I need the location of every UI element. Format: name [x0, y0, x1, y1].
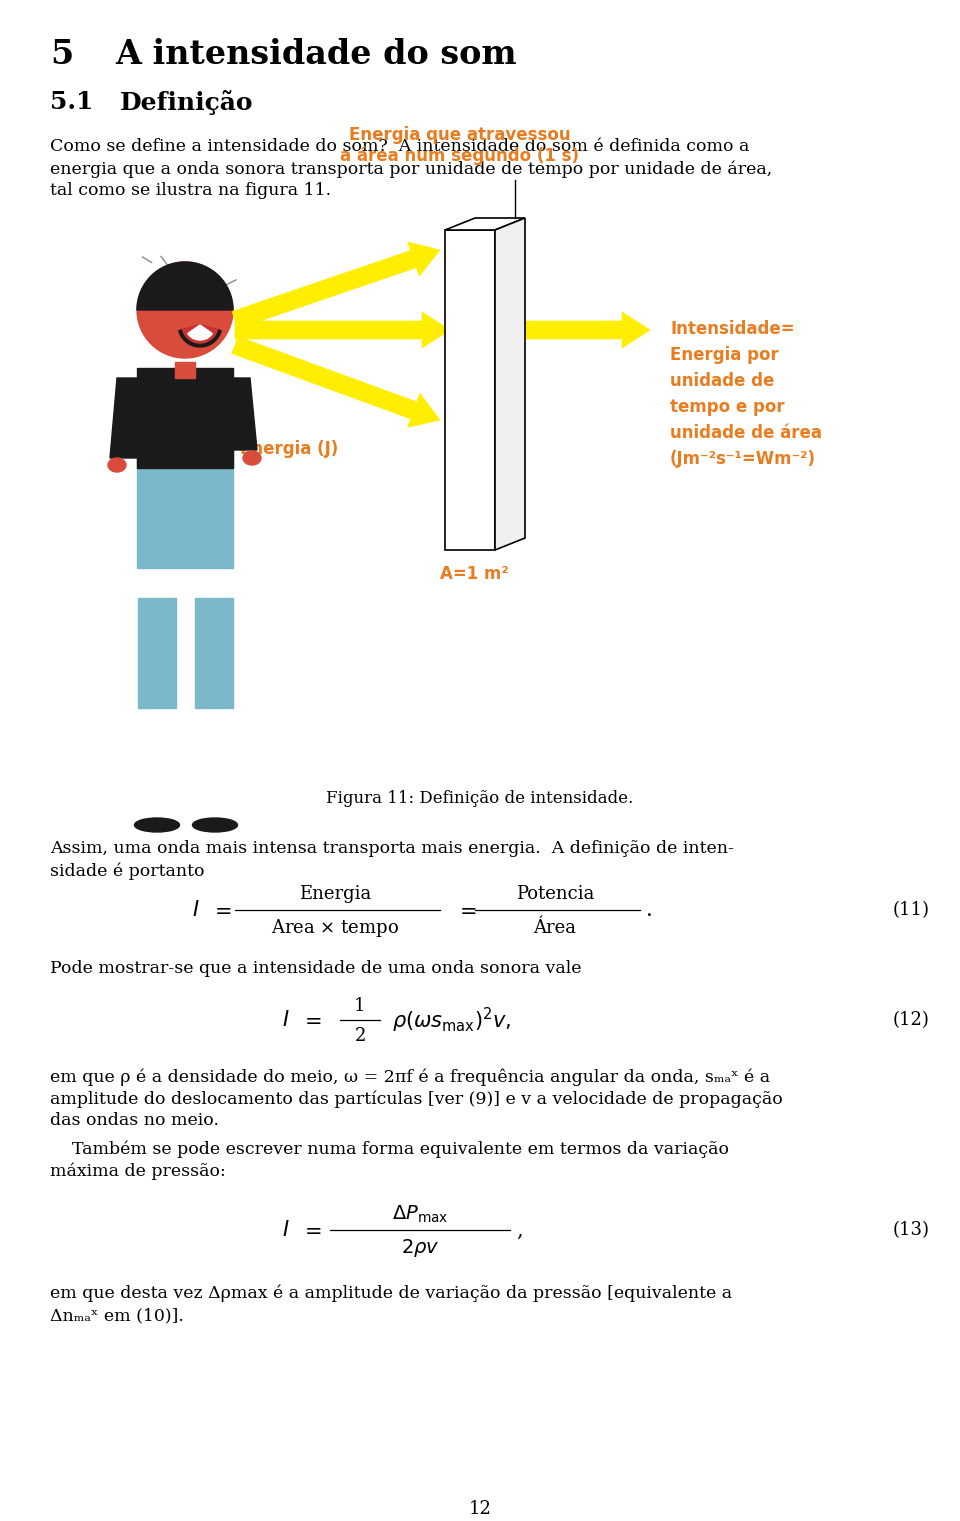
Text: Também se pode escrever numa forma equivalente em termos da variação: Também se pode escrever numa forma equiv…	[50, 1141, 729, 1157]
FancyArrow shape	[235, 312, 450, 348]
Text: $=$: $=$	[210, 900, 231, 920]
Text: Área: Área	[534, 919, 577, 937]
Bar	[195, 598, 233, 707]
Text: 1: 1	[354, 996, 366, 1015]
Text: (12): (12)	[893, 1011, 930, 1030]
Text: Energia por: Energia por	[670, 345, 779, 364]
Bar	[175, 362, 195, 379]
Text: tempo e por: tempo e por	[670, 399, 784, 417]
FancyArrow shape	[525, 312, 650, 348]
Text: Pode mostrar-se que a intensidade de uma onda sonora vale: Pode mostrar-se que a intensidade de uma…	[50, 960, 582, 976]
Text: Definição: Definição	[120, 90, 253, 116]
Text: energia que a onda sonora transporta por unidade de tempo por unidade de área,: energia que a onda sonora transporta por…	[50, 160, 772, 178]
Text: amplitude do deslocamento das partículas [ver (9)] e v a velocidade de propagaçã: amplitude do deslocamento das partículas…	[50, 1091, 782, 1107]
Text: (13): (13)	[893, 1221, 930, 1240]
Text: ,: ,	[516, 1220, 522, 1240]
Text: Energia que atravessou
a área num segundo (1 s): Energia que atravessou a área num segund…	[341, 126, 580, 164]
Text: A=1 m²: A=1 m²	[440, 564, 509, 583]
Ellipse shape	[168, 295, 178, 301]
Text: (Jm⁻²s⁻¹=Wm⁻²): (Jm⁻²s⁻¹=Wm⁻²)	[670, 450, 816, 468]
Text: unidade de área: unidade de área	[670, 424, 822, 443]
Text: Energia: Energia	[299, 885, 372, 903]
Text: $\rho(\omega s_{\mathrm{max}})^2 v,$: $\rho(\omega s_{\mathrm{max}})^2 v,$	[392, 1005, 512, 1034]
Ellipse shape	[193, 818, 237, 832]
Wedge shape	[179, 325, 221, 347]
Polygon shape	[445, 230, 495, 551]
Text: Figura 11: Definição de intensidade.: Figura 11: Definição de intensidade.	[326, 789, 634, 808]
Text: .: .	[646, 900, 653, 920]
Text: 2: 2	[354, 1027, 366, 1045]
Polygon shape	[233, 379, 257, 450]
Text: A intensidade do som: A intensidade do som	[115, 38, 516, 71]
Text: Potencia: Potencia	[516, 885, 594, 903]
Text: das ondas no meio.: das ondas no meio.	[50, 1112, 219, 1129]
Circle shape	[137, 262, 233, 357]
Text: $I$: $I$	[282, 1220, 290, 1240]
Wedge shape	[188, 325, 212, 341]
Text: unidade de: unidade de	[670, 373, 775, 389]
Text: $=$: $=$	[300, 1010, 322, 1030]
Text: Assim, uma onda mais intensa transporta mais energia.  A definição de inten-: Assim, uma onda mais intensa transporta …	[50, 840, 733, 856]
Bar	[137, 427, 233, 567]
Ellipse shape	[134, 818, 180, 832]
FancyArrow shape	[232, 336, 440, 427]
Text: Energia (J): Energia (J)	[240, 440, 338, 458]
Text: Intensidade=: Intensidade=	[670, 319, 795, 338]
Text: sidade é portanto: sidade é portanto	[50, 862, 204, 879]
FancyArrow shape	[232, 242, 440, 329]
Text: máxima de pressão:: máxima de pressão:	[50, 1162, 226, 1179]
Text: 12: 12	[468, 1500, 492, 1518]
Polygon shape	[445, 218, 525, 230]
Bar	[138, 598, 176, 707]
Polygon shape	[110, 379, 137, 458]
Ellipse shape	[108, 458, 126, 472]
Text: $=$: $=$	[455, 900, 476, 920]
Text: $I$: $I$	[192, 900, 200, 920]
Text: $=$: $=$	[300, 1220, 322, 1240]
Wedge shape	[137, 262, 233, 310]
Text: 5.1: 5.1	[50, 90, 93, 114]
Text: em que ρ é a densidade do meio, ω = 2πf é a frequência angular da onda, sₘₐˣ é a: em que ρ é a densidade do meio, ω = 2πf …	[50, 1068, 770, 1086]
Text: em que desta vez Δρmax é a amplitude de variação da pressão [equivalente a: em que desta vez Δρmax é a amplitude de …	[50, 1285, 732, 1302]
Text: Δnₘₐˣ em (10)].: Δnₘₐˣ em (10)].	[50, 1307, 184, 1323]
Text: Como se define a intensidade do som?  A intensidade do som é definida como a: Como se define a intensidade do som? A i…	[50, 138, 750, 155]
Text: $2\rho v$: $2\rho v$	[400, 1237, 440, 1259]
Text: $I$: $I$	[282, 1010, 290, 1030]
Polygon shape	[495, 218, 525, 551]
Ellipse shape	[243, 452, 261, 465]
Text: $\Delta P_{\mathrm{max}}$: $\Delta P_{\mathrm{max}}$	[392, 1203, 448, 1224]
Wedge shape	[182, 325, 217, 344]
Text: Area $\times$ tempo: Area $\times$ tempo	[271, 917, 399, 938]
Text: tal como se ilustra na figura 11.: tal como se ilustra na figura 11.	[50, 183, 331, 199]
Bar	[137, 368, 233, 468]
Text: 5: 5	[50, 38, 73, 71]
Text: (11): (11)	[893, 900, 930, 919]
Ellipse shape	[192, 292, 202, 300]
